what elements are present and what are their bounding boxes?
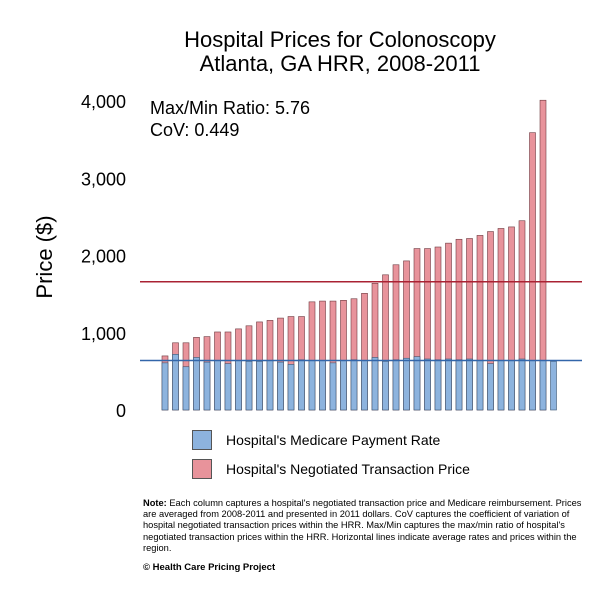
chart-plot: 0 1,000 2,000 3,000 4,000 Price ($) — [32, 92, 582, 420]
medicare-rate-bar — [172, 354, 179, 411]
medicare-rate-bar — [235, 360, 242, 411]
medicare-rate-bar — [329, 362, 337, 411]
legend-item-medicare: Hospital's Medicare Payment Rate — [192, 430, 440, 450]
medicare-rate-bar — [371, 357, 379, 411]
cov-value: CoV: 0.449 — [150, 120, 240, 140]
chart-note: Note: Each column captures a hospital's … — [143, 498, 583, 554]
medicare-rate-bar — [466, 358, 473, 411]
medicare-rate-bar — [539, 360, 547, 411]
legend-label-medicare: Hospital's Medicare Payment Rate — [226, 432, 441, 448]
medicare-rate-bar — [403, 357, 410, 411]
medicare-rate-bar — [434, 359, 442, 411]
note-label: Note: — [143, 498, 167, 508]
copyright: © Health Care Pricing Project — [143, 562, 276, 573]
medicare-rate-bar — [298, 359, 305, 411]
medicare-rate-bar — [350, 359, 358, 411]
legend-item-negotiated: Hospital's Negotiated Transaction Price — [192, 459, 470, 479]
y-tick-label: 0 — [116, 401, 126, 420]
medicare-rate-bar — [308, 360, 316, 411]
legend-label-negotiated: Hospital's Negotiated Transaction Price — [226, 461, 470, 477]
legend-swatch-medicare — [192, 430, 212, 450]
chart-title-line2: Atlanta, GA HRR, 2008-2011 — [199, 51, 481, 76]
medicare-rate-bar — [161, 362, 169, 411]
medicare-rate-bar — [392, 359, 400, 411]
medicare-rate-bar — [413, 356, 421, 411]
medicare-rate-bar — [487, 363, 494, 411]
medicare-rate-bar — [497, 360, 505, 411]
y-tick-label: 1,000 — [81, 324, 126, 344]
medicare-rate-bar — [455, 359, 463, 411]
medicare-rate-bar — [256, 361, 263, 411]
medicare-rate-bar — [476, 360, 484, 411]
medicare-rate-bar — [277, 361, 284, 411]
medicare-rate-bar — [214, 360, 221, 411]
medicare-rate-bar — [319, 360, 326, 411]
medicare-rate-bar — [445, 358, 452, 411]
note-text: Each column captures a hospital's negoti… — [143, 498, 582, 553]
medicare-rate-bar — [529, 360, 536, 411]
medicare-rate-bar — [382, 361, 389, 411]
y-tick-label: 4,000 — [81, 92, 126, 112]
medicare-rate-bar — [182, 366, 190, 411]
medicare-rate-bar — [340, 360, 347, 411]
medicare-rate-bar — [224, 363, 232, 411]
medicare-rate-bar — [518, 358, 526, 411]
chart-title-line1: Hospital Prices for Colonoscopy — [184, 27, 496, 52]
medicare-rate-bar — [424, 358, 431, 411]
medicare-rate-bar — [245, 361, 253, 411]
medicare-rate-bar — [266, 360, 274, 411]
medicare-rate-bar — [508, 360, 515, 411]
y-tick-label: 3,000 — [81, 169, 126, 189]
medicare-rate-bar — [203, 361, 211, 411]
y-axis-label: Price ($) — [32, 215, 57, 298]
medicare-rate-bar — [193, 357, 200, 411]
medicare-rate-bar — [287, 364, 295, 411]
medicare-rate-bar — [550, 361, 557, 411]
medicare-rate-bar — [361, 360, 368, 411]
y-tick-label: 2,000 — [81, 247, 126, 267]
legend-swatch-negotiated — [192, 459, 212, 479]
max-min-ratio: Max/Min Ratio: 5.76 — [150, 98, 311, 118]
